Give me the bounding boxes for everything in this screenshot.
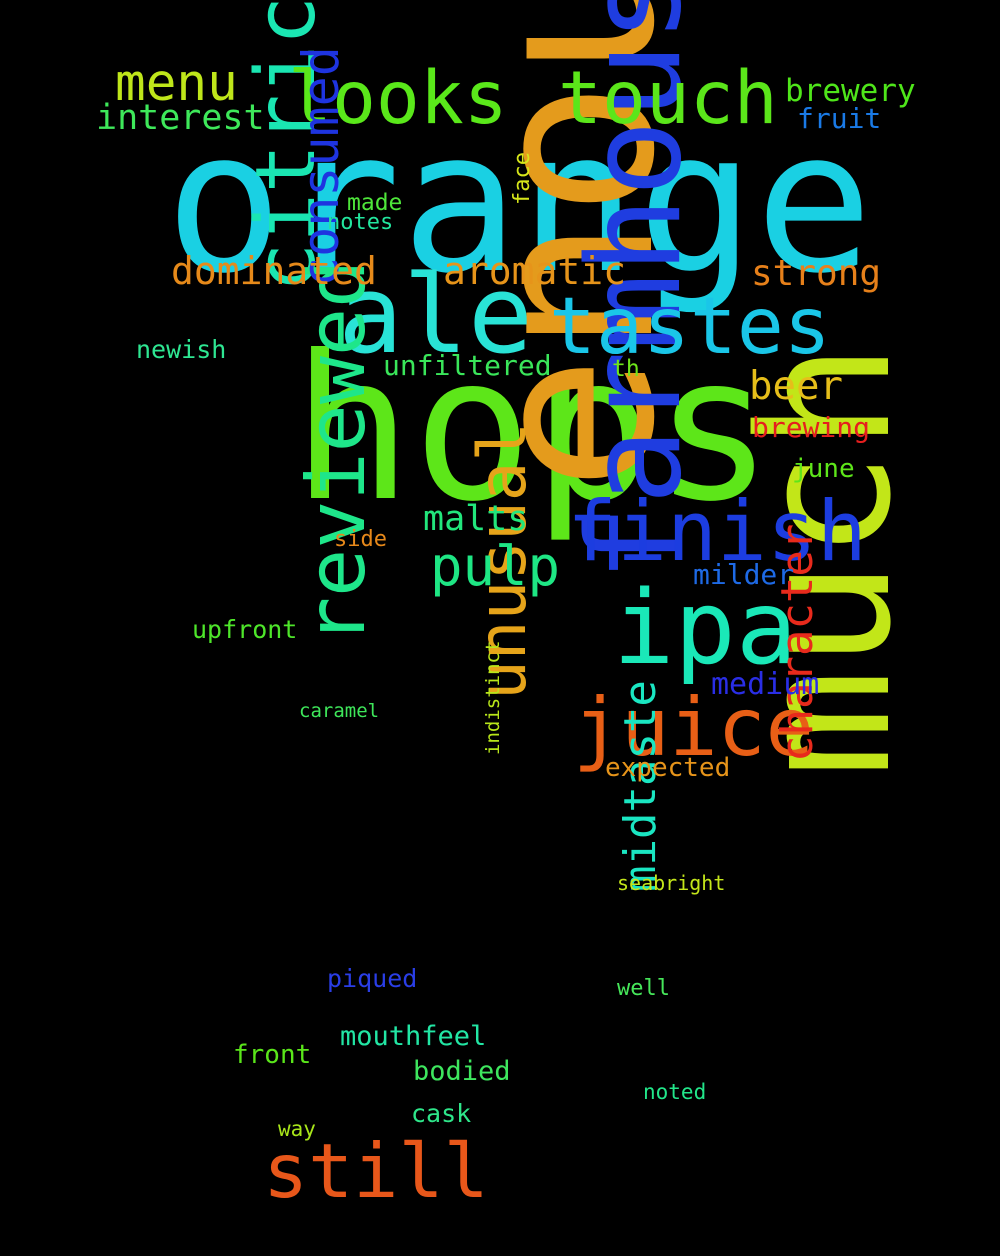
word-interest: interest [96, 98, 265, 138]
word-piqued: piqued [327, 964, 418, 993]
word-noted: noted [643, 1080, 707, 1104]
word-malts: malts [423, 499, 529, 539]
word-reviewed: reviewed [290, 259, 383, 645]
word-aromatic: aromatic [443, 249, 627, 293]
word-tastes: tastes [549, 282, 831, 372]
word-pulp: pulp [430, 535, 561, 598]
word-upfront: upfront [192, 615, 298, 644]
word-strong: strong [751, 253, 882, 294]
word-still: still [263, 1127, 489, 1215]
word-brewing: brewing [752, 411, 871, 444]
word-cask: cask [411, 1099, 472, 1128]
word-well: well [617, 976, 670, 1001]
word-menu: menu [115, 54, 238, 113]
word-way: way [278, 1117, 316, 1141]
word-unfiltered: unfiltered [383, 349, 552, 382]
word-bodied: bodied [413, 1056, 511, 1087]
word-june: june [792, 454, 855, 484]
word-looks: looks [288, 56, 508, 141]
word-dominated: dominated [171, 249, 377, 293]
word-ipa: ipa [613, 569, 798, 688]
word-indistinct: indistinct [482, 640, 504, 755]
word-caramel: caramel [299, 700, 380, 722]
word-hops: hops [292, 313, 774, 546]
word-juice: juice [573, 681, 814, 774]
word-made: made [347, 190, 403, 216]
word-notes: notes [327, 210, 394, 235]
word-expected: expected [605, 753, 731, 783]
word-th: th [612, 356, 640, 382]
word-orange: orange [165, 89, 874, 317]
word-front: front [233, 1040, 312, 1070]
word-mouthfeel: mouthfeel [340, 1021, 487, 1052]
word-side: side [334, 527, 387, 552]
word-face: face [510, 152, 535, 205]
word-medium: medium [711, 667, 820, 702]
word-midtaste: midtaste [615, 680, 666, 892]
word-ale: ale [338, 253, 534, 378]
word-beer: beer [749, 364, 843, 409]
word-fruit: fruit [797, 102, 882, 135]
word-brewery: brewery [785, 73, 916, 109]
word-seabright: seabright [617, 871, 726, 895]
word-touch: touch [558, 56, 778, 141]
word-finish: finish [567, 483, 867, 580]
word-newish: newish [136, 335, 227, 364]
word-milder: milder [693, 558, 795, 591]
